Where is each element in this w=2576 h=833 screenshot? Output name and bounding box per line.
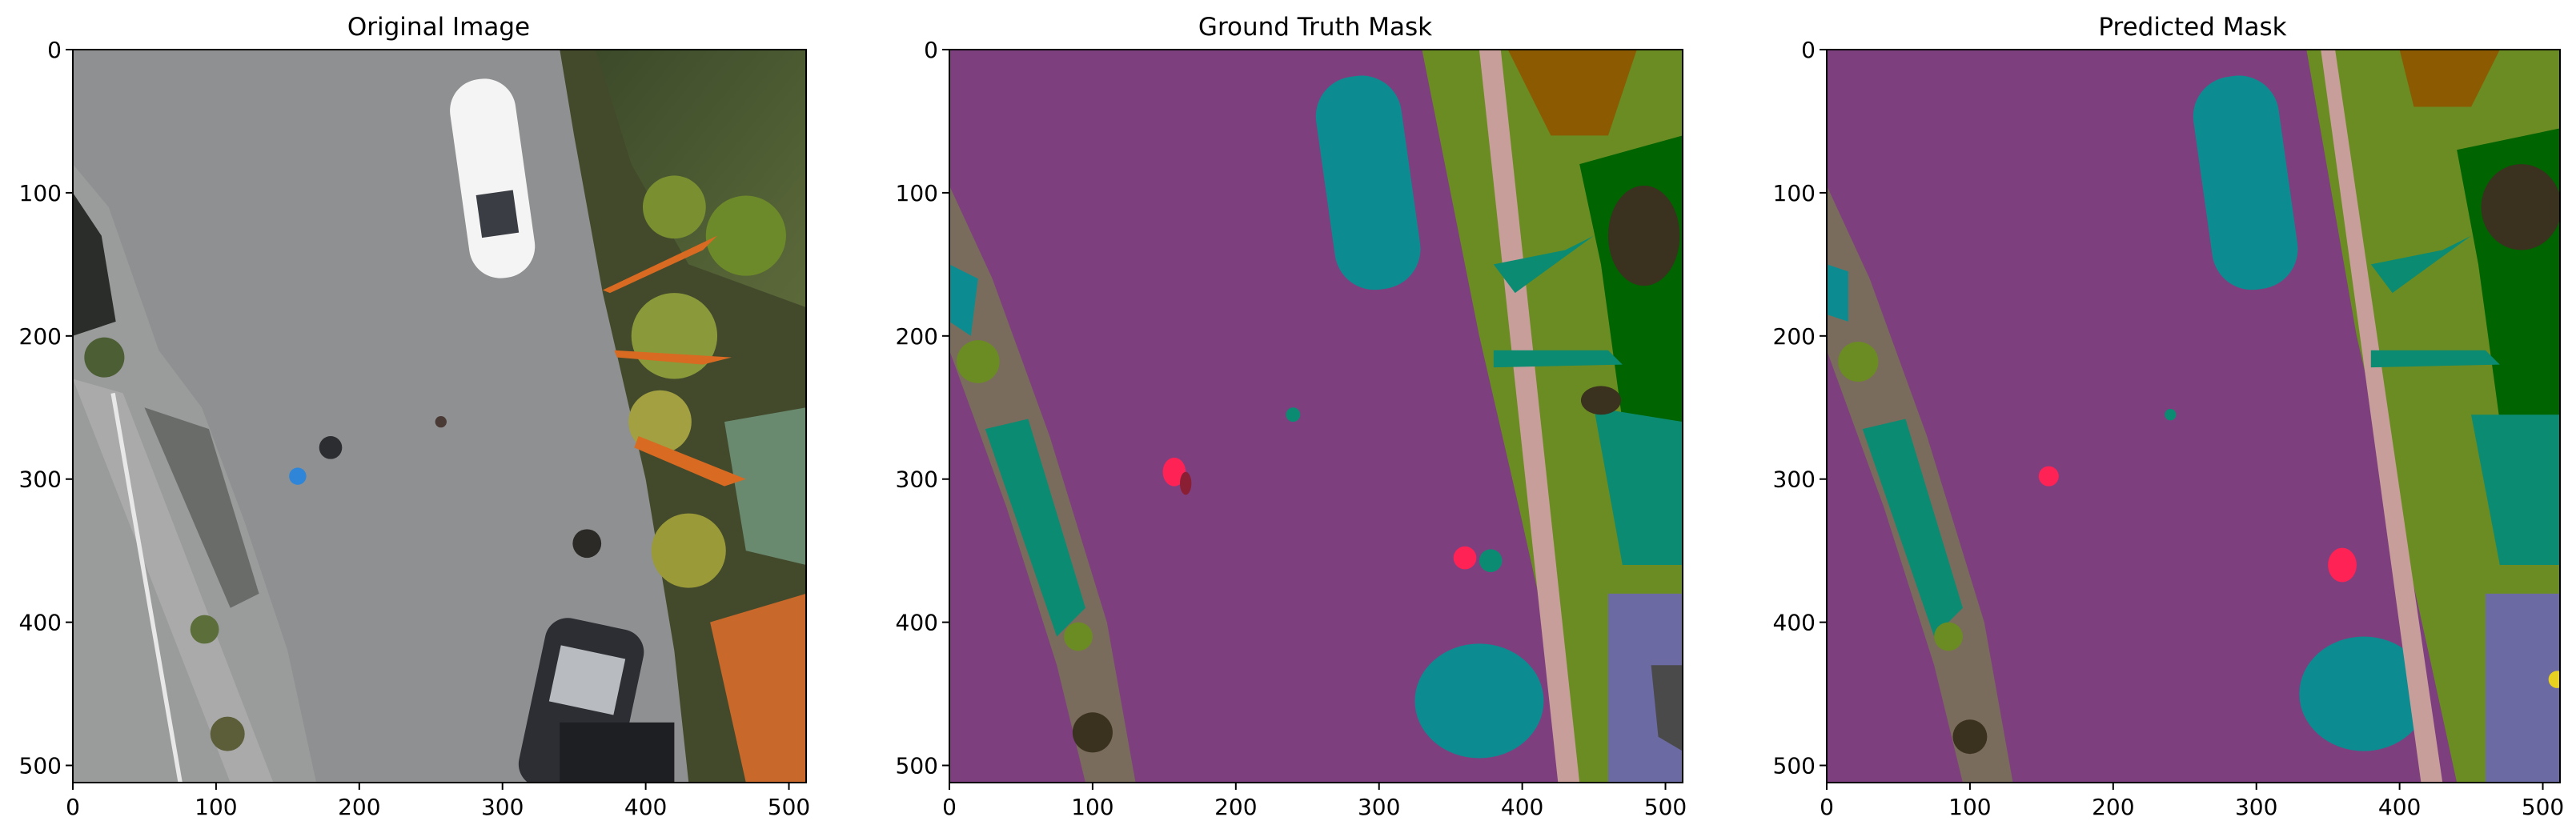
y-tick-label: 100 [1773, 180, 1816, 206]
y-tick-label: 0 [47, 37, 62, 63]
x-tick-label: 0 [1820, 794, 1834, 820]
panel-original: Original Image [73, 13, 806, 783]
x-tick-label: 500 [2522, 794, 2564, 820]
y-tick-label: 400 [1773, 610, 1816, 636]
x-tick-label: 0 [942, 794, 957, 820]
x-tick-label: 500 [768, 794, 810, 820]
panel-title-predicted: Predicted Mask [2098, 13, 2286, 42]
y-tick-label: 0 [924, 37, 938, 63]
y-tick-label: 0 [1801, 37, 1816, 63]
x-tick-label: 0 [66, 794, 80, 820]
y-tick-label: 300 [1773, 467, 1816, 493]
y-tick-label: 100 [896, 180, 938, 206]
panel-ground-truth: Ground Truth Mask [949, 13, 1683, 783]
x-tick-label: 100 [1948, 794, 1991, 820]
x-tick-label: 300 [481, 794, 524, 820]
predicted-mask [1827, 50, 2560, 783]
y-tick-label: 500 [1773, 753, 1816, 779]
y-tick-label: 200 [896, 323, 938, 350]
x-tick-label: 400 [624, 794, 667, 820]
original-image [73, 50, 806, 783]
y-tick-label: 200 [19, 323, 62, 350]
y-tick-label: 500 [19, 753, 62, 779]
x-tick-label: 300 [2235, 794, 2277, 820]
x-tick-label: 400 [1501, 794, 1543, 820]
x-tick-label: 400 [2378, 794, 2421, 820]
x-tick-label: 500 [1644, 794, 1687, 820]
y-tick-label: 200 [1773, 323, 1816, 350]
x-tick-label: 100 [1071, 794, 1113, 820]
y-tick-label: 100 [19, 180, 62, 206]
panel-predicted: Predicted Mask [1827, 13, 2560, 783]
x-tick-label: 300 [1358, 794, 1400, 820]
y-tick-label: 300 [896, 467, 938, 493]
y-tick-label: 300 [19, 467, 62, 493]
x-tick-label: 100 [195, 794, 237, 820]
panel-title-original: Original Image [347, 13, 530, 42]
axes-frame-predicted [1826, 49, 2561, 783]
x-tick-label: 200 [1214, 794, 1257, 820]
axes-frame-original [72, 49, 807, 783]
y-tick-label: 400 [896, 610, 938, 636]
ground-truth-mask [949, 50, 1683, 783]
y-tick-label: 500 [896, 753, 938, 779]
panel-title-ground-truth: Ground Truth Mask [1198, 13, 1432, 42]
y-tick-label: 400 [19, 610, 62, 636]
axes-frame-ground-truth [949, 49, 1683, 783]
x-tick-label: 200 [338, 794, 380, 820]
x-tick-label: 200 [2092, 794, 2134, 820]
